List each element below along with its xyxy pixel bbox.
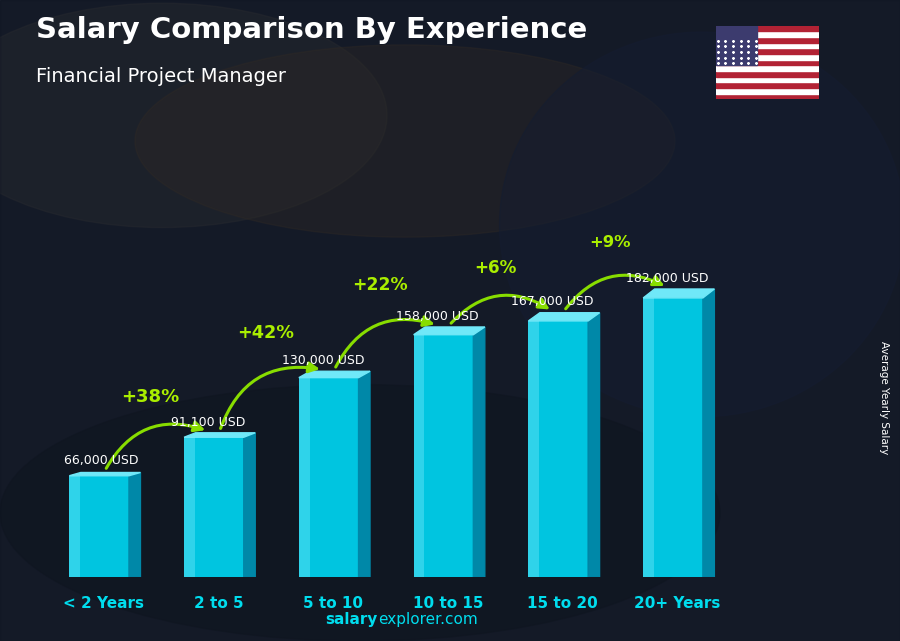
- Polygon shape: [184, 433, 256, 437]
- Polygon shape: [528, 313, 599, 321]
- Bar: [716, 77, 819, 82]
- Text: 15 to 20: 15 to 20: [527, 596, 598, 612]
- Polygon shape: [299, 371, 370, 378]
- Bar: [716, 54, 819, 60]
- Bar: [716, 88, 819, 94]
- Polygon shape: [703, 289, 715, 577]
- Bar: [528, 321, 539, 577]
- Text: Financial Project Manager: Financial Project Manager: [36, 67, 286, 87]
- Text: 10 to 15: 10 to 15: [413, 596, 483, 612]
- Bar: [299, 378, 310, 577]
- Bar: [716, 48, 819, 54]
- Text: 130,000 USD: 130,000 USD: [282, 354, 364, 367]
- Text: < 2 Years: < 2 Years: [63, 596, 144, 612]
- Text: Average Yearly Salary: Average Yearly Salary: [878, 341, 889, 454]
- Bar: [716, 82, 819, 88]
- Ellipse shape: [0, 385, 720, 641]
- Ellipse shape: [500, 32, 900, 417]
- Polygon shape: [414, 327, 485, 335]
- Text: 167,000 USD: 167,000 USD: [511, 296, 594, 308]
- Text: +9%: +9%: [589, 235, 631, 250]
- Bar: [716, 60, 819, 65]
- Text: explorer.com: explorer.com: [378, 612, 478, 627]
- Bar: [716, 26, 819, 31]
- Polygon shape: [588, 313, 599, 577]
- Bar: [69, 476, 80, 577]
- Text: 158,000 USD: 158,000 USD: [396, 310, 479, 322]
- Bar: [528, 321, 588, 577]
- Polygon shape: [358, 371, 370, 577]
- Ellipse shape: [135, 45, 675, 237]
- Polygon shape: [473, 327, 485, 577]
- Bar: [69, 476, 129, 577]
- Polygon shape: [244, 433, 256, 577]
- Polygon shape: [69, 472, 140, 476]
- Text: 182,000 USD: 182,000 USD: [626, 272, 708, 285]
- Text: +6%: +6%: [473, 259, 517, 277]
- Polygon shape: [129, 472, 140, 577]
- Bar: [644, 298, 703, 577]
- Text: salary: salary: [326, 612, 378, 627]
- Bar: [414, 335, 473, 577]
- Bar: [716, 71, 819, 77]
- Bar: [716, 43, 819, 48]
- Text: +22%: +22%: [353, 276, 408, 294]
- Bar: [184, 437, 244, 577]
- Text: +38%: +38%: [122, 388, 180, 406]
- Ellipse shape: [0, 3, 387, 228]
- Text: Salary Comparison By Experience: Salary Comparison By Experience: [36, 16, 587, 44]
- Bar: [644, 298, 654, 577]
- Bar: [184, 437, 194, 577]
- Bar: [716, 26, 757, 65]
- Bar: [414, 335, 425, 577]
- Text: +42%: +42%: [237, 324, 294, 342]
- Text: 2 to 5: 2 to 5: [194, 596, 243, 612]
- Text: 20+ Years: 20+ Years: [634, 596, 721, 612]
- Bar: [716, 94, 819, 99]
- Polygon shape: [644, 289, 715, 298]
- Bar: [716, 37, 819, 43]
- Bar: [716, 65, 819, 71]
- Bar: [299, 378, 358, 577]
- Text: 5 to 10: 5 to 10: [303, 596, 364, 612]
- Text: 91,100 USD: 91,100 USD: [171, 415, 246, 429]
- Text: 66,000 USD: 66,000 USD: [64, 454, 138, 467]
- Bar: [716, 31, 819, 37]
